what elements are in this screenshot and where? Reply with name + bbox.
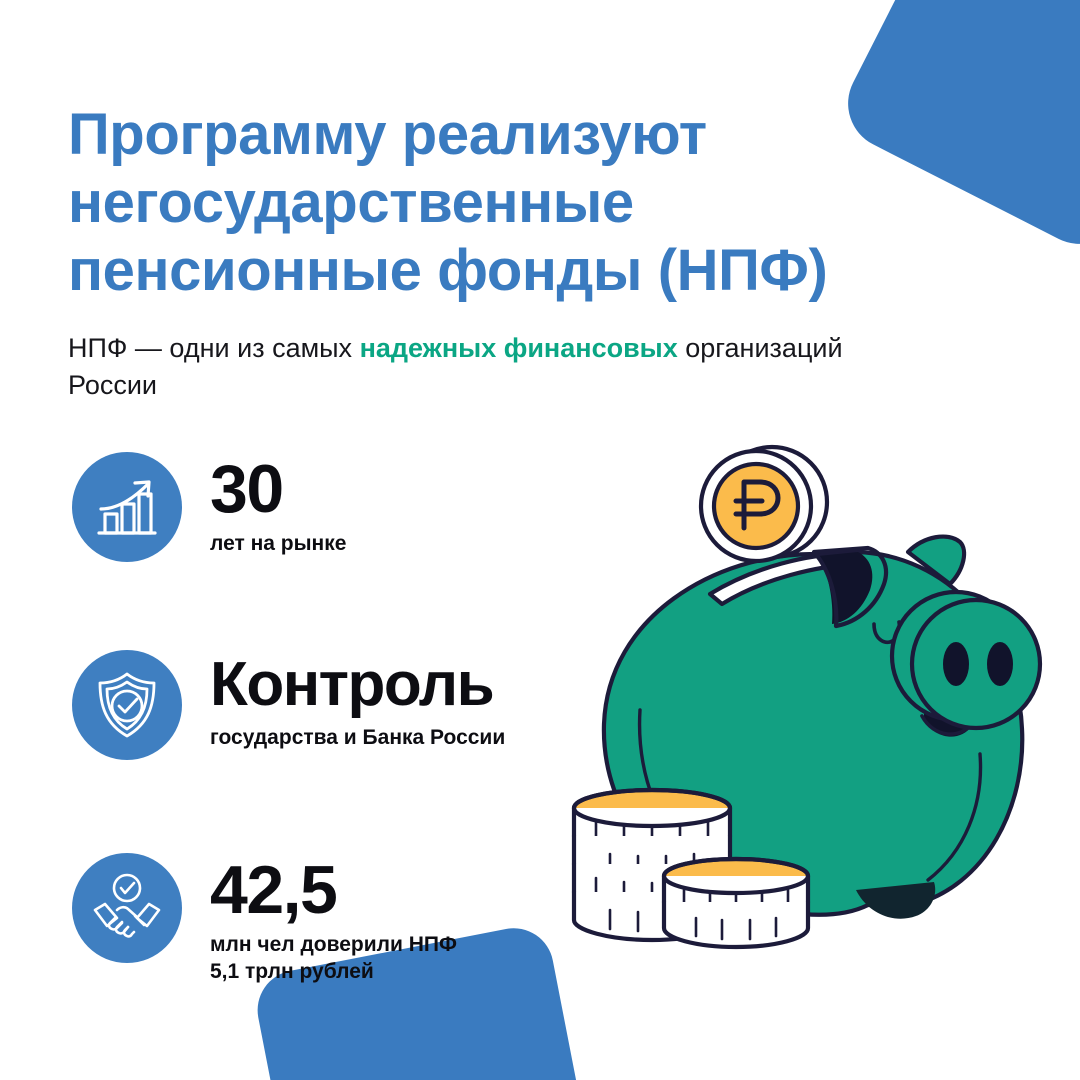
piggy-bank-illustration: [556, 424, 1066, 954]
stat-text: 42,5 млн чел доверили НПФ 5,1 трлн рубле…: [210, 853, 457, 985]
ruble-symbol: [733, 479, 781, 531]
coin-face: [711, 461, 801, 551]
stat-value: Контроль: [210, 650, 495, 719]
subtitle-accent: надежных финансовых: [359, 333, 678, 363]
handshake-check-icon: [89, 870, 165, 946]
stat-value: 30: [210, 451, 284, 527]
stat-caption: лет на рынке: [210, 530, 346, 557]
subtitle-part-2: организаций России: [68, 333, 843, 400]
growth-chart-icon: [91, 471, 163, 543]
stat-caption-line: лет на рынке: [210, 532, 347, 555]
subtitle: НПФ — одни из самых надежных финансовых …: [68, 330, 848, 404]
stat-caption-line: государства и Банка России: [210, 726, 506, 749]
page-title-line-3: пенсионные фонды (НПФ): [68, 237, 828, 303]
subtitle-part-1: НПФ — одни из самых: [68, 333, 360, 363]
stat-icon-badge: [72, 650, 182, 760]
shield-check-icon: [90, 668, 164, 742]
stat-value: 42,5: [210, 852, 338, 928]
stat-icon-badge: [72, 452, 182, 562]
stat-item-clients: 42,5 млн чел доверили НПФ 5,1 трлн рубле…: [72, 853, 457, 985]
pig-ear-back: [905, 534, 967, 587]
stat-caption: млн чел доверили НПФ 5,1 трлн рублей: [210, 931, 457, 985]
coin-stack-right: [661, 856, 811, 950]
stat-text: 30 лет на рынке: [210, 452, 346, 557]
coin-stack-left: [571, 787, 733, 943]
stat-caption-line: 5,1 трлн рублей: [210, 960, 374, 983]
pig-leg-shadow: [856, 882, 936, 919]
pig-ear-front: [811, 545, 889, 629]
stat-item-years: 30 лет на рынке: [72, 452, 346, 562]
pig-nostril-right: [987, 642, 1013, 686]
page-title-line-1: Программу реализуют: [68, 101, 707, 167]
pig-ear-front-inner: [818, 552, 873, 624]
stat-text: Контроль государства и Банка России: [210, 650, 505, 751]
pig-snout: [909, 597, 1043, 731]
stat-caption: государства и Банка России: [210, 724, 505, 751]
page-title: Программу реализуют негосударственные пе…: [68, 101, 888, 305]
pig-body-contour-right: [926, 752, 983, 882]
stat-item-control: Контроль государства и Банка России: [72, 650, 505, 760]
pig-nostril-left: [943, 642, 969, 686]
stat-caption-line: млн чел доверили НПФ: [210, 933, 457, 956]
page-title-line-2: негосударственные: [68, 169, 634, 235]
stat-icon-badge: [72, 853, 182, 963]
